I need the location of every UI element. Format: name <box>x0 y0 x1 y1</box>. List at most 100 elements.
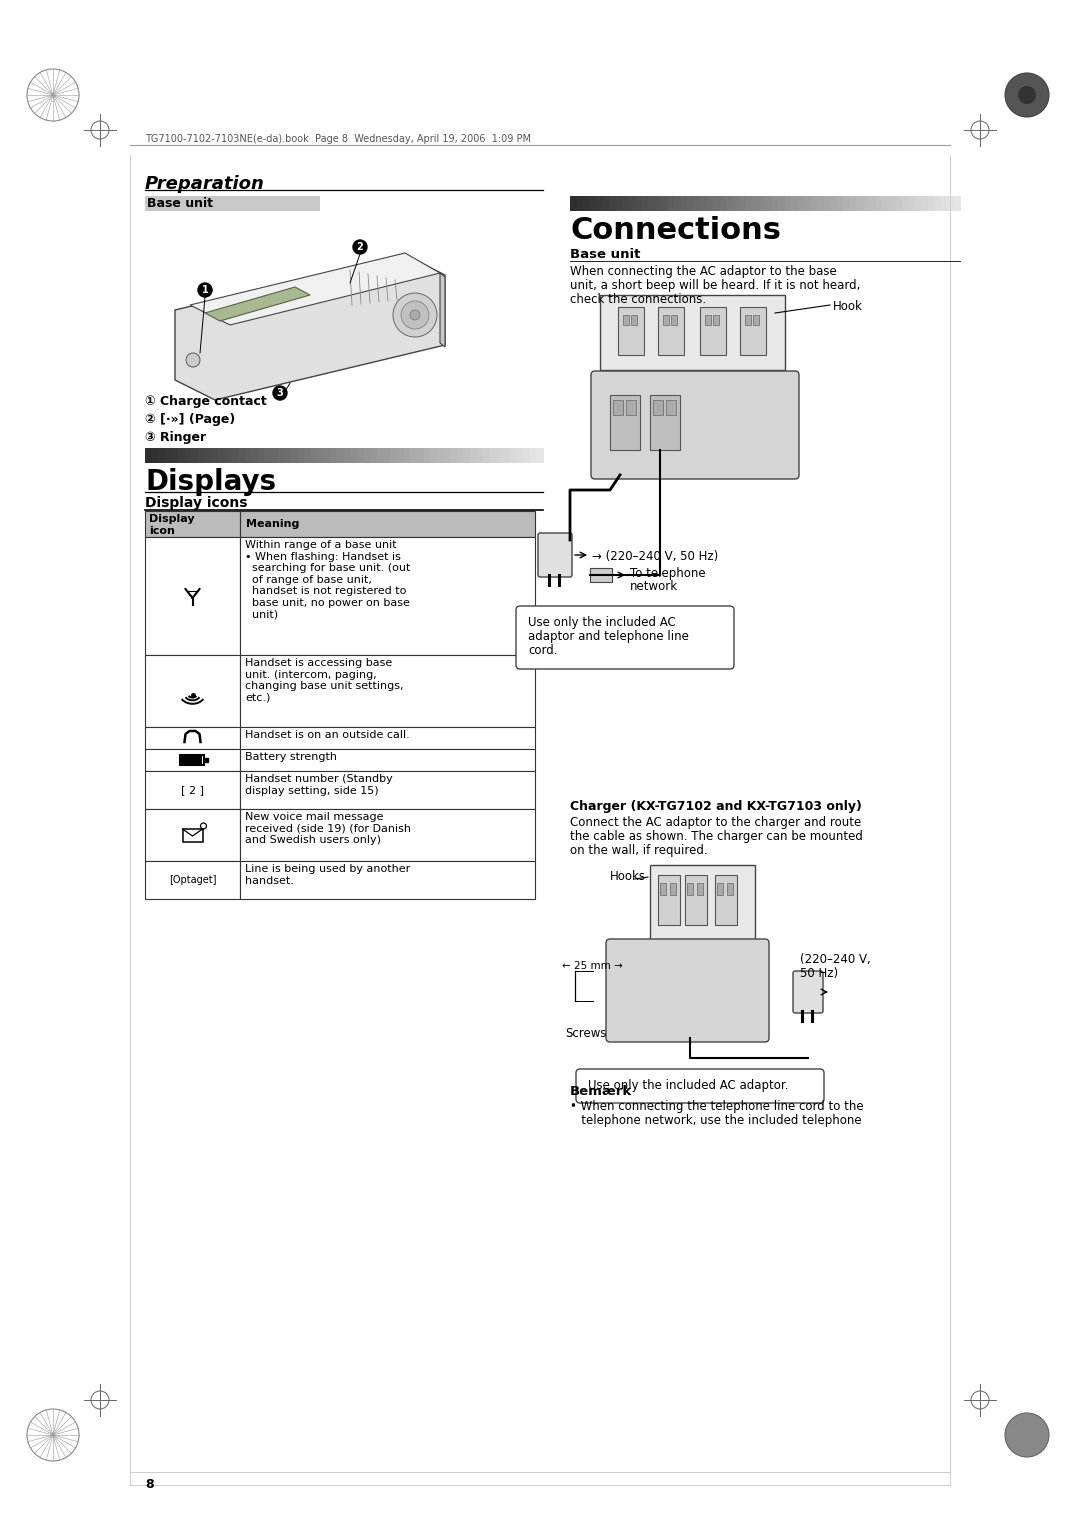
Bar <box>330 448 338 463</box>
Bar <box>417 448 424 463</box>
Bar <box>145 510 240 536</box>
Bar <box>713 196 720 211</box>
Bar <box>191 448 199 463</box>
Polygon shape <box>205 287 310 321</box>
Text: Hook: Hook <box>833 299 863 313</box>
Bar <box>318 448 325 463</box>
Bar <box>915 196 922 211</box>
Text: 50 Hz): 50 Hz) <box>800 967 838 979</box>
Bar <box>240 772 535 808</box>
Bar <box>623 315 629 325</box>
Bar <box>784 196 792 211</box>
Text: Handset is accessing base
unit. (intercom, paging,
changing base unit settings,
: Handset is accessing base unit. (interco… <box>245 659 404 703</box>
Text: 8: 8 <box>145 1478 153 1491</box>
Bar <box>278 448 285 463</box>
Bar <box>670 883 676 895</box>
Bar <box>205 448 213 463</box>
Text: Use only the included AC adaptor.: Use only the included AC adaptor. <box>588 1079 788 1093</box>
Bar <box>600 295 785 370</box>
Bar <box>667 196 675 211</box>
Bar <box>609 196 617 211</box>
Bar <box>804 196 811 211</box>
Bar <box>476 448 484 463</box>
Text: 1: 1 <box>202 286 208 295</box>
Bar <box>717 883 723 895</box>
Bar <box>271 448 279 463</box>
Bar <box>185 448 192 463</box>
Bar <box>172 448 179 463</box>
Bar <box>145 772 240 808</box>
Bar <box>258 448 266 463</box>
Text: Meaning: Meaning <box>246 520 299 529</box>
Text: (220–240 V,: (220–240 V, <box>800 953 870 966</box>
Text: Display icons: Display icons <box>145 497 247 510</box>
Bar <box>658 307 684 354</box>
Bar <box>603 196 610 211</box>
Text: Connections: Connections <box>570 215 781 244</box>
Bar <box>437 448 445 463</box>
Bar <box>204 758 207 762</box>
Bar <box>622 196 630 211</box>
Bar <box>791 196 798 211</box>
Text: cord.: cord. <box>528 643 557 657</box>
Bar <box>265 448 272 463</box>
Bar <box>850 196 858 211</box>
Text: ① Charge contact: ① Charge contact <box>145 396 267 408</box>
Bar <box>537 448 544 463</box>
Bar <box>212 448 219 463</box>
Bar <box>357 448 365 463</box>
FancyBboxPatch shape <box>516 607 734 669</box>
Text: 2: 2 <box>356 241 363 252</box>
Bar <box>218 448 226 463</box>
Bar <box>616 196 623 211</box>
Bar <box>663 315 669 325</box>
Text: telephone network, use the included telephone: telephone network, use the included tele… <box>570 1114 862 1128</box>
Bar <box>863 196 870 211</box>
Bar <box>778 196 785 211</box>
Bar <box>311 448 319 463</box>
Text: 3: 3 <box>276 388 283 397</box>
Bar <box>523 448 530 463</box>
Circle shape <box>198 283 212 296</box>
Bar <box>145 656 240 727</box>
Bar <box>771 196 779 211</box>
Bar <box>837 196 843 211</box>
Bar <box>856 196 864 211</box>
Bar <box>629 196 636 211</box>
Circle shape <box>393 293 437 338</box>
Bar <box>284 448 292 463</box>
Bar <box>687 883 693 895</box>
Bar <box>642 196 649 211</box>
Bar <box>305 448 312 463</box>
Bar <box>674 196 681 211</box>
Bar <box>843 196 851 211</box>
Bar <box>876 196 883 211</box>
Bar <box>661 196 669 211</box>
Bar <box>145 749 240 772</box>
Bar <box>666 400 676 416</box>
Bar <box>745 315 751 325</box>
Text: Bemærk: Bemærk <box>570 1085 632 1099</box>
Text: • When connecting the telephone line cord to the: • When connecting the telephone line cor… <box>570 1100 864 1112</box>
Circle shape <box>273 387 287 400</box>
Bar <box>457 448 464 463</box>
Bar <box>231 448 239 463</box>
Bar <box>151 448 159 463</box>
Bar <box>291 448 298 463</box>
Bar <box>635 196 643 211</box>
Bar <box>570 196 578 211</box>
Bar <box>240 510 535 536</box>
Circle shape <box>1005 1413 1049 1458</box>
Polygon shape <box>175 255 445 400</box>
Bar <box>618 307 644 354</box>
Bar <box>397 448 405 463</box>
Bar <box>739 196 746 211</box>
Bar <box>470 448 477 463</box>
Bar <box>954 196 961 211</box>
Bar <box>700 196 707 211</box>
FancyBboxPatch shape <box>793 970 823 1013</box>
FancyBboxPatch shape <box>538 533 572 578</box>
Bar <box>179 755 203 766</box>
Bar <box>719 196 727 211</box>
Bar <box>660 883 666 895</box>
